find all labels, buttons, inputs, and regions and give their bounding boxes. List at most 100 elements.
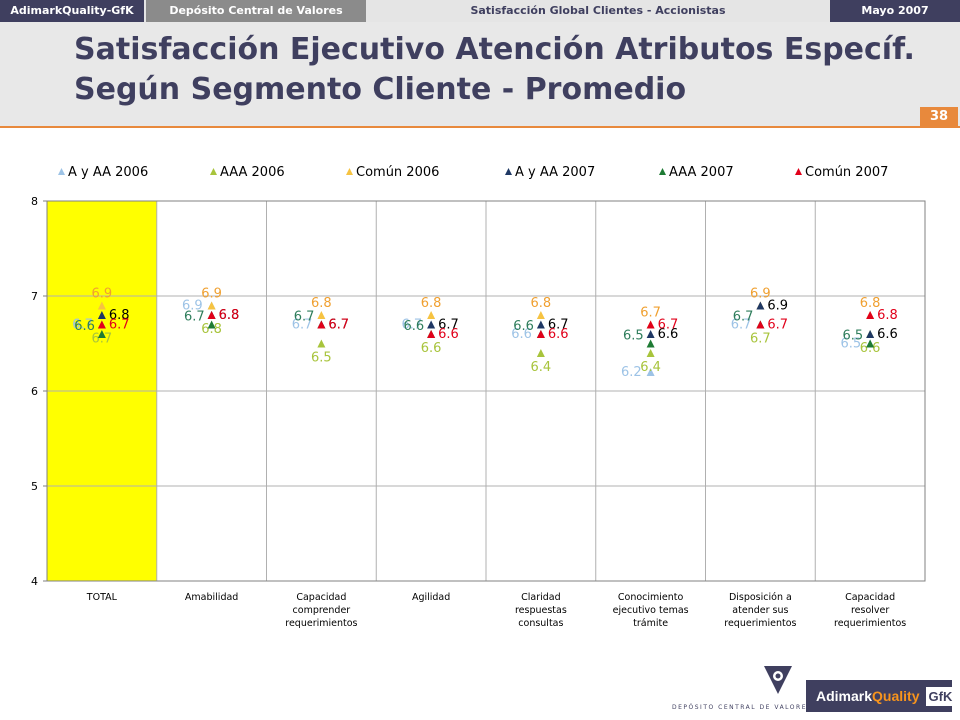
y-tick-label: 8	[31, 195, 38, 208]
data-point-marker	[317, 339, 326, 348]
data-point-marker	[536, 349, 545, 357]
data-point-marker	[756, 301, 765, 310]
x-category-label-line: trámite	[633, 618, 668, 629]
x-category-label-line: respuestas	[515, 605, 567, 616]
data-label: 6.8	[860, 296, 881, 311]
y-tick-label: 5	[31, 480, 38, 493]
data-point-marker	[207, 320, 216, 329]
legend-label: Común 2007	[805, 165, 888, 180]
data-label: 6.8	[877, 308, 898, 323]
dcv-emblem-icon	[764, 666, 792, 694]
data-point-marker	[207, 311, 216, 319]
legend-label: AAA 2006	[220, 165, 285, 180]
adimark-logo: Adimark Quality GfK	[806, 680, 956, 712]
data-label: 6.7	[640, 306, 661, 321]
data-label: 6.9	[182, 299, 203, 314]
x-category-label: Conocimiento ejecutivo temas trámite	[613, 592, 689, 629]
data-point-marker	[536, 330, 545, 338]
legend-marker-icon	[210, 168, 217, 175]
data-point-marker	[646, 330, 655, 338]
legend-label: A y AA 2007	[515, 165, 595, 180]
data-label: 6.9	[767, 299, 788, 314]
brand-tab: AdimarkQuality-GfK	[0, 0, 144, 22]
data-label: 6.8	[531, 296, 552, 311]
x-category-label-line: Claridad	[521, 592, 561, 603]
x-category-label-line: resolver	[851, 605, 889, 616]
header-divider	[0, 126, 960, 128]
data-point-marker	[317, 320, 326, 329]
data-label: 6.7	[109, 318, 130, 333]
y-tick-label: 4	[31, 575, 38, 588]
adimark-logo-word-1: Adimark	[816, 688, 873, 704]
data-label: 6.6	[877, 327, 898, 342]
dcv-logo: DEPÓSITO CENTRAL DE VALORES	[672, 662, 811, 718]
data-label: 6.7	[92, 332, 113, 347]
data-label: 6.6	[513, 319, 534, 334]
data-label: 6.2	[621, 365, 642, 380]
data-point-marker	[646, 339, 655, 348]
legend-marker-icon	[659, 168, 666, 175]
data-point-marker	[97, 311, 106, 319]
data-label: 6.7	[328, 318, 349, 333]
scatter-chart: 4 5 6 7 8 TOTAL Amabilidad Capacidad comprender r…	[31, 165, 926, 629]
legend-label: Común 2006	[356, 165, 439, 180]
x-category-label-line: atender sus	[732, 605, 788, 616]
data-point-marker	[646, 368, 655, 376]
data-label: 6.6	[74, 319, 95, 334]
data-label: 6.8	[219, 308, 240, 323]
x-category-label: Amabilidad	[185, 592, 238, 603]
legend-marker-icon	[795, 168, 802, 175]
data-point-marker	[427, 311, 436, 319]
x-category-label: TOTAL	[86, 592, 118, 603]
data-label: 6.8	[421, 296, 442, 311]
data-label: 6.7	[733, 310, 754, 325]
top-bar: AdimarkQuality-GfK Depósito Central de V…	[0, 0, 960, 22]
data-label: 6.6	[860, 341, 881, 356]
data-point-marker	[207, 301, 216, 310]
x-category-label-line: Capacidad	[845, 592, 895, 603]
data-label: 6.8	[109, 308, 130, 323]
x-category-label: Agilidad	[412, 592, 450, 603]
data-label: 6.8	[201, 322, 222, 337]
x-category-label-line: ejecutivo temas	[613, 605, 689, 616]
data-point-marker	[866, 339, 875, 348]
x-category-label-line: Conocimiento	[618, 592, 684, 603]
legend-marker-icon	[346, 168, 353, 175]
data-label: 6.7	[292, 318, 313, 333]
title-line-1: Satisfacción Ejecutivo Atención Atributo…	[74, 32, 915, 67]
data-label: 6.4	[640, 360, 661, 375]
x-category-label-line: requerimientos	[285, 618, 357, 629]
data-label: 6.7	[658, 318, 679, 333]
data-point-marker	[536, 311, 545, 319]
x-category-label: Claridad respuestas consultas	[515, 592, 567, 629]
date-tab: Mayo 2007	[830, 0, 960, 22]
data-label: 6.5	[623, 329, 644, 344]
x-category-label-line: requerimientos	[834, 618, 906, 629]
adimark-logo-word-2: Quality	[872, 688, 920, 704]
x-category-label-line: Agilidad	[412, 592, 450, 603]
data-point-marker	[646, 320, 655, 329]
data-point-marker	[866, 311, 875, 319]
data-label: 6.7	[731, 318, 752, 333]
data-label: 6.7	[328, 318, 349, 333]
data-label: 6.7	[184, 310, 205, 325]
legend-label: A y AA 2006	[68, 165, 148, 180]
data-point-marker	[97, 320, 106, 329]
data-label: 6.6	[421, 341, 442, 356]
x-category-label: Disposición a atender sus requerimientos	[724, 592, 796, 629]
data-label: 6.8	[219, 308, 240, 323]
study-title: Satisfacción Global Clientes - Accionist…	[470, 4, 726, 17]
data-point-marker	[317, 311, 326, 319]
data-label: 6.8	[311, 296, 332, 311]
x-category-label: Capacidad comprender requerimientos	[285, 592, 357, 629]
data-point-marker	[756, 320, 765, 329]
data-point-marker	[427, 320, 436, 329]
legend-marker-icon	[58, 168, 65, 175]
page-number-badge: 38	[920, 107, 958, 126]
x-category-label-line: Capacidad	[296, 592, 346, 603]
data-label: 6.7	[72, 318, 93, 333]
data-label: 6.9	[92, 287, 113, 302]
client-tab: Depósito Central de Valores	[146, 0, 366, 22]
data-label: 6.6	[438, 327, 459, 342]
adimark-logo-word-3: GfK	[925, 686, 956, 706]
